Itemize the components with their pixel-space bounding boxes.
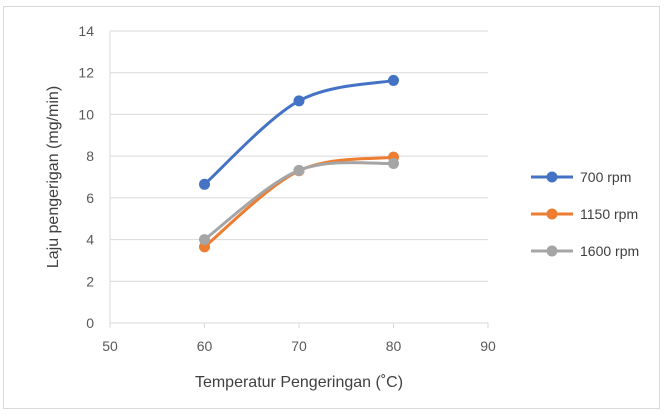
data-point-1600-rpm-70 <box>293 164 305 176</box>
legend-marker-1150-rpm <box>546 208 558 220</box>
legend-item-1600-rpm: 1600 rpm <box>531 243 639 259</box>
data-point-1600-rpm-60 <box>199 234 210 246</box>
axes: 0 2 4 6 8 10 12 14 50 60 70 80 90 <box>78 23 496 354</box>
data-point-1600-rpm-80 <box>388 157 399 169</box>
x-tick-label-60: 60 <box>197 338 213 354</box>
legend-label-700-rpm: 700 rpm <box>580 169 631 185</box>
y-tick-label-12: 12 <box>78 65 94 81</box>
legend-marker-700-rpm <box>546 171 558 183</box>
x-axis-title: Temperatur Pengeringan (˚C) <box>195 374 403 391</box>
y-axis-title: Laju pengerigan (mg/min) <box>45 86 62 268</box>
y-tick-label-4: 4 <box>86 232 94 248</box>
plot-series <box>199 74 399 253</box>
x-tick-label-90: 90 <box>480 338 496 354</box>
y-tick-label-0: 0 <box>86 315 94 331</box>
data-point-700-rpm-60 <box>199 178 210 190</box>
data-point-700-rpm-80 <box>388 74 399 86</box>
legend-label-1600-rpm: 1600 rpm <box>580 243 639 259</box>
legend-item-1150-rpm: 1150 rpm <box>531 206 638 222</box>
legend-label-1150-rpm: 1150 rpm <box>580 206 638 222</box>
y-tick-label-14: 14 <box>78 23 94 39</box>
y-tick-label-8: 8 <box>86 148 94 164</box>
y-tick-label-2: 2 <box>86 273 94 289</box>
y-tick-label-6: 6 <box>86 190 94 206</box>
legend: 700 rpm 1150 rpm 1600 rpm <box>531 169 639 259</box>
gridlines <box>110 30 488 282</box>
x-tick-label-50: 50 <box>102 338 118 354</box>
x-tick-label-70: 70 <box>291 338 307 354</box>
data-point-700-rpm-70 <box>293 95 305 107</box>
y-tick-label-10: 10 <box>78 106 94 122</box>
legend-item-700-rpm: 700 rpm <box>531 169 631 185</box>
legend-marker-1600-rpm <box>546 245 558 257</box>
x-tick-label-80: 80 <box>386 338 402 354</box>
